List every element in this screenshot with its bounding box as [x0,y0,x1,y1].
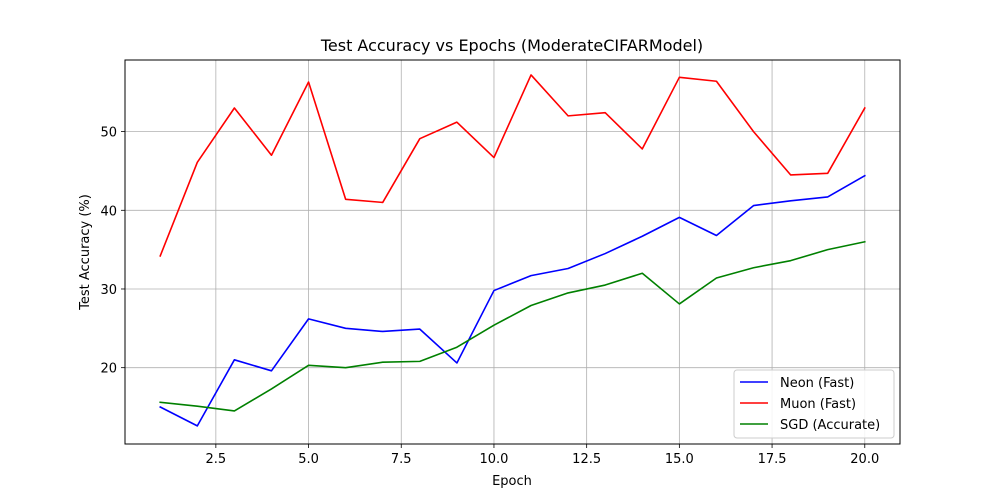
x-tick-label: 2.5 [206,452,227,467]
x-tick-label: 15.0 [665,452,694,467]
series-layer [159,74,866,427]
x-axis-label: Epoch [492,474,532,489]
legend-label: Neon (Fast) [780,376,854,391]
series-line-1 [159,174,866,427]
x-axis-ticks: 2.5 5.0 7.5 10.0 12.5 15.0 17.5 20.0 [206,444,879,467]
x-tick-label: 20.0 [850,452,879,467]
x-tick-label: 17.5 [758,452,787,467]
y-tick-label: 40 [100,204,117,219]
series-line-3 [159,240,866,412]
legend-label: SGD (Accurate) [780,418,880,433]
chart-title: Test Accuracy vs Epochs (ModerateCIFARMo… [320,36,703,55]
y-axis-ticks: 20 30 40 50 [100,126,125,377]
x-tick-label: 7.5 [391,452,412,467]
plot-area-frame [124,59,901,445]
grid-lines [125,60,900,444]
y-tick-label: 20 [100,362,117,377]
y-tick-label: 30 [100,283,117,298]
x-tick-label: 12.5 [572,452,601,467]
legend: Neon (Fast) Muon (Fast) SGD (Accurate) [733,369,895,439]
x-tick-label: 5.0 [298,452,319,467]
legend-box [733,369,895,439]
series-line-2 [159,74,866,257]
y-tick-label: 50 [100,126,117,141]
legend-label: Muon (Fast) [780,397,856,412]
y-axis-label: Test Accuracy (%) [78,194,93,311]
x-tick-label: 10.0 [479,452,508,467]
